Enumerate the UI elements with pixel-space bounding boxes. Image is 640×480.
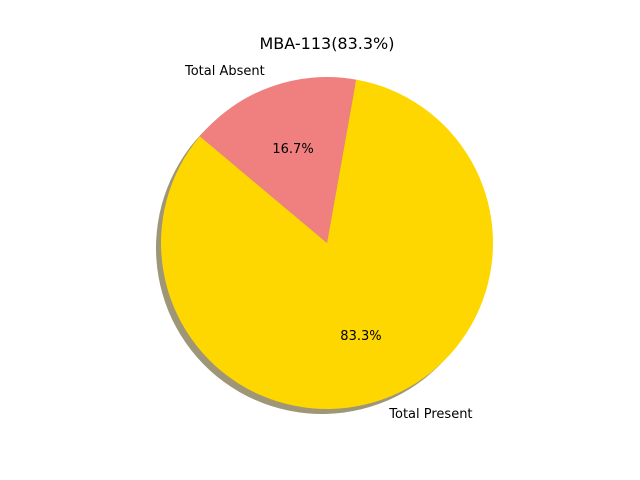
slice-label-total-present: Total Present — [388, 407, 472, 422]
pie-labels: Total Present 83.3% Total Absent 16.7% — [184, 64, 473, 422]
slice-total-absent — [199, 76, 357, 243]
pct-label-total-absent: 16.7% — [272, 142, 313, 157]
pie-slices — [161, 76, 493, 409]
slice-total-present — [161, 79, 493, 409]
pct-label-total-present: 83.3% — [340, 329, 381, 344]
slice-label-total-absent: Total Absent — [184, 64, 265, 79]
chart-title: MBA-113(83.3%) — [260, 34, 395, 53]
